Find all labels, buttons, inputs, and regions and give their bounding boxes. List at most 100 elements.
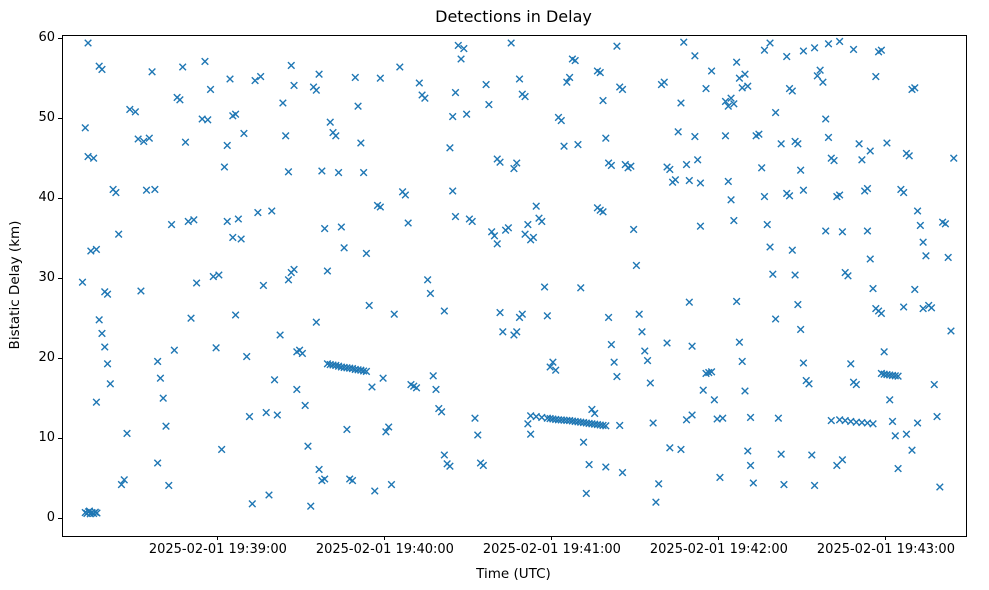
scatter-point (574, 140, 582, 149)
scatter-point (451, 212, 460, 221)
scatter-point (763, 220, 772, 229)
scatter-point (549, 358, 557, 366)
scatter-point (114, 230, 123, 238)
scatter-point (256, 72, 265, 81)
scatter-point (891, 432, 900, 440)
scatter-point (913, 419, 922, 427)
scatter-point (796, 166, 805, 174)
scatter-point (760, 192, 769, 201)
scatter-point (816, 66, 824, 74)
scatter-point (677, 445, 685, 454)
scatter-point (323, 267, 332, 275)
scatter-point (139, 137, 148, 146)
scatter-point (404, 219, 412, 227)
scatter-point (771, 315, 780, 323)
scatter-point (170, 346, 179, 354)
scatter-point (184, 217, 193, 226)
scatter-point (287, 61, 296, 70)
scatter-point (376, 203, 385, 211)
scatter-point (730, 100, 738, 108)
scatter-point (571, 56, 579, 65)
x-tick-mark (217, 536, 219, 540)
scatter-point (512, 159, 521, 167)
scatter-point (844, 272, 852, 280)
y-tick-label: 60 (38, 30, 55, 45)
scatter-point (891, 372, 900, 380)
scatter-point (312, 318, 321, 326)
scatter-point (518, 310, 527, 318)
scatter-point (922, 252, 930, 260)
scatter-point (412, 384, 421, 392)
scatter-point (855, 140, 863, 148)
scatter-point (343, 425, 351, 434)
scatter-point (359, 367, 368, 375)
scatter-point (187, 314, 195, 322)
scatter-point (674, 128, 682, 136)
x-tick-mark (718, 536, 720, 540)
scatter-point (615, 421, 624, 430)
scatter-point (872, 72, 880, 81)
x-tick-mark (885, 536, 887, 540)
scatter-point (181, 138, 190, 146)
scatter-point (863, 184, 872, 193)
scatter-point (947, 327, 955, 335)
scatter-point (532, 202, 541, 210)
scatter-point (267, 207, 276, 215)
scatter-point (721, 132, 730, 140)
scatter-point (95, 316, 103, 324)
scatter-point (919, 238, 927, 246)
scatter-point (877, 309, 886, 318)
scatter-point (707, 67, 716, 75)
scatter-point (691, 52, 699, 60)
scatter-point (306, 502, 315, 510)
scatter-point (265, 491, 273, 499)
scatter-point (234, 215, 243, 223)
scatter-point (796, 325, 805, 334)
scatter-point (320, 475, 329, 483)
scatter-point (546, 363, 554, 371)
scatter-point (638, 328, 646, 336)
scatter-point (560, 142, 568, 150)
scatter-point (794, 140, 802, 148)
scatter-point (702, 84, 710, 93)
scatter-point (137, 287, 145, 295)
scatter-point (437, 408, 446, 416)
x-tick-label: 2025-02-01 19:42:00 (649, 542, 788, 557)
scatter-point (454, 41, 463, 50)
y-tick-label: 0 (46, 510, 55, 525)
scatter-point (370, 487, 379, 495)
scatter-point (340, 244, 348, 252)
scatter-point (134, 135, 142, 143)
x-tick-label: 2025-02-01 19:40:00 (315, 542, 454, 557)
scatter-point (565, 73, 574, 82)
scatter-point (112, 188, 120, 197)
scatter-point (685, 298, 694, 306)
scatter-point (916, 221, 925, 230)
scatter-point (92, 245, 101, 254)
scatter-point (217, 445, 226, 454)
scatter-point (769, 270, 777, 278)
scatter-point (835, 37, 844, 46)
scatter-point (301, 401, 309, 410)
scatter-point (599, 421, 607, 430)
scatter-point (827, 416, 836, 425)
scatter-point (743, 447, 752, 455)
scatter-point (618, 468, 627, 477)
scatter-point (777, 450, 785, 458)
scatter-point (482, 80, 490, 89)
y-tick-mark (58, 277, 62, 279)
scatter-point (696, 179, 705, 187)
scatter-point (866, 147, 875, 155)
scatter-point (448, 187, 457, 195)
scatter-point (85, 507, 94, 515)
scatter-point (766, 243, 774, 251)
scatter-point (126, 105, 134, 114)
scatter-point (120, 476, 129, 484)
scatter-point (93, 509, 101, 517)
scatter-point (766, 39, 774, 47)
scatter-point (245, 412, 254, 421)
x-tick-label: 2025-02-01 19:41:00 (482, 542, 621, 557)
scatter-point (148, 68, 156, 76)
scatter-point (688, 342, 696, 350)
